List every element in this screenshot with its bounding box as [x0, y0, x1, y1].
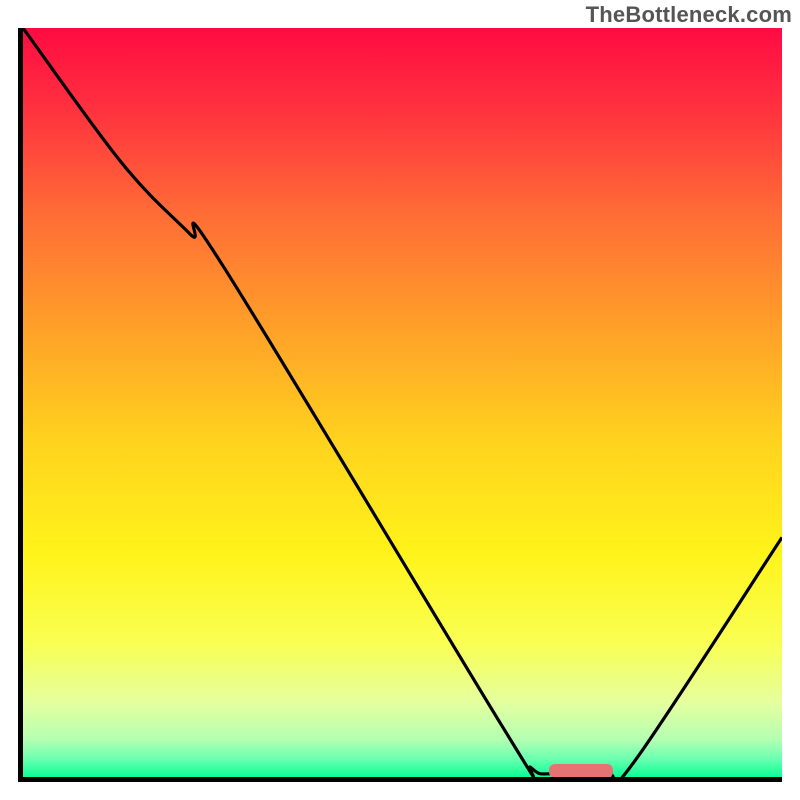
optimal-marker — [549, 764, 614, 777]
bottleneck-curve — [23, 28, 782, 777]
watermark-text: TheBottleneck.com — [586, 2, 792, 28]
chart-container: TheBottleneck.com — [0, 0, 800, 800]
plot-area — [18, 28, 782, 782]
curve-layer — [23, 28, 782, 777]
